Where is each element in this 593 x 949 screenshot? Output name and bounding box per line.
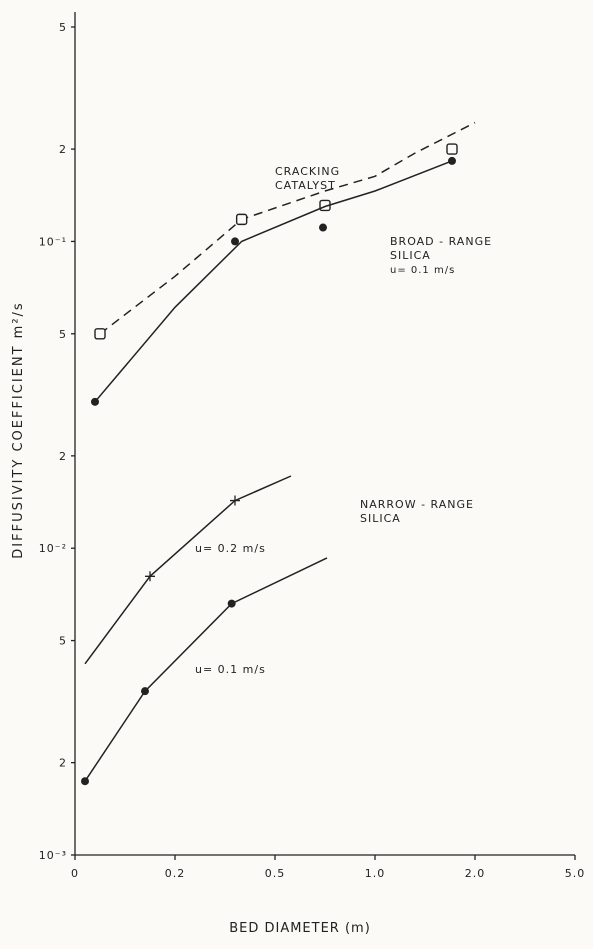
y-tick-label: 2 (59, 450, 67, 463)
y-tick-label: 5 (59, 21, 67, 34)
series-label: CRACKING (275, 165, 340, 178)
y-tick-label: 10⁻³ (39, 849, 67, 862)
chart: BED DIAMETER (m) DIFFUSIVITY COEFFICIENT… (0, 0, 593, 945)
y-tick-label: 10⁻¹ (39, 235, 67, 248)
x-tick-label: 0 (71, 867, 79, 880)
square-point (237, 214, 247, 224)
dot-point (81, 777, 89, 785)
annotation: NARROW - RANGE (360, 498, 474, 511)
series-label: u= 0.1 m/s (195, 663, 266, 676)
square-point (95, 329, 105, 339)
fit-curve (85, 476, 291, 664)
dot-point (448, 157, 456, 165)
series-label: BROAD - RANGE (390, 235, 492, 248)
dot-point (319, 224, 327, 232)
y-tick-label: 2 (59, 143, 67, 156)
x-axis-title: BED DIAMETER (m) (229, 921, 371, 936)
series-label: u= 0.1 m/s (390, 265, 455, 276)
page: {"chart_data": { "type": "line", "y_labe… (0, 0, 593, 949)
series-label: CATALYST (275, 179, 336, 192)
y-tick-label: 5 (59, 635, 67, 648)
square-point (447, 144, 457, 154)
x-tick-label: 0.5 (265, 867, 286, 880)
y-tick-label: 2 (59, 757, 67, 770)
x-tick-label: 2.0 (465, 867, 486, 880)
y-tick-label: 10⁻² (39, 542, 67, 555)
dot-point (228, 600, 236, 608)
y-axis-title: DIFFUSIVITY COEFFICIENT m²/s (11, 301, 26, 558)
x-tick-label: 5.0 (565, 867, 586, 880)
fit-curve (95, 161, 452, 402)
annotation: SILICA (360, 512, 401, 525)
dot-point (141, 687, 149, 695)
fit-curve (100, 123, 475, 334)
series-label: u= 0.2 m/s (195, 542, 266, 555)
x-tick-label: 0.2 (165, 867, 186, 880)
x-tick-label: 1.0 (365, 867, 386, 880)
series-label: SILICA (390, 249, 431, 262)
dot-point (91, 398, 99, 406)
y-tick-label: 5 (59, 328, 67, 341)
dot-point (231, 237, 239, 245)
